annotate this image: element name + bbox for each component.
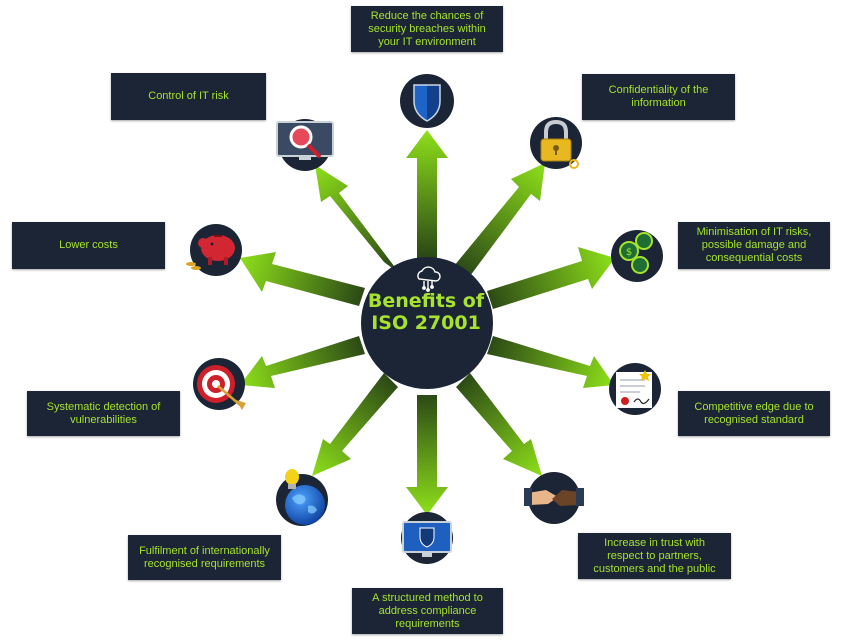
label-vulnerabilities: Systematic detection of vulnerabilities [27,391,180,436]
monitor-shield-icon [401,512,453,564]
globe-lightbulb-icon [276,469,328,526]
label-international: Fulfilment of internationally recognised… [128,535,281,580]
label-minimisation: Minimisation of IT risks, possible damag… [678,222,830,269]
center-title: Benefits of ISO 27001 [367,290,485,334]
padlock-icon [530,117,582,169]
label-competitive-edge: Competitive edge due to recognised stand… [678,391,830,436]
cloud-network-icon [417,266,441,292]
svg-text:$: $ [626,247,632,258]
label-lower-costs: Lower costs [12,222,165,269]
arrow-to-competitive-edge [487,336,614,388]
center-hub [361,257,493,389]
label-it-risk: Control of IT risk [111,73,266,120]
center-circle [361,257,493,389]
arrow-to-security-breaches [406,130,448,258]
arrow-to-trust [456,373,542,476]
arrow-to-it-risk [315,165,400,274]
arrow-to-structured-method [406,395,448,515]
arrow-to-minimisation [487,247,615,309]
arrow-to-confidentiality [454,163,545,276]
certificate-icon [609,363,661,415]
label-structured-method: A structured method to address complianc… [352,588,503,634]
label-trust: Increase in trust with respect to partne… [578,533,731,579]
arrow-to-vulnerabilities [240,336,365,388]
target-icon [193,358,246,410]
label-confidentiality: Confidentiality of the information [582,74,735,120]
piggy-bank-icon [186,224,242,276]
arrow-to-lower-costs [240,252,365,306]
magnifier-monitor-icon [276,119,334,171]
label-security-breaches: Reduce the chances of security breaches … [351,6,503,52]
arrow-to-international [312,373,398,476]
coins-icon: $ [611,230,663,282]
shield-icon [400,74,454,128]
arrows [240,130,615,515]
handshake-icon [524,472,584,524]
